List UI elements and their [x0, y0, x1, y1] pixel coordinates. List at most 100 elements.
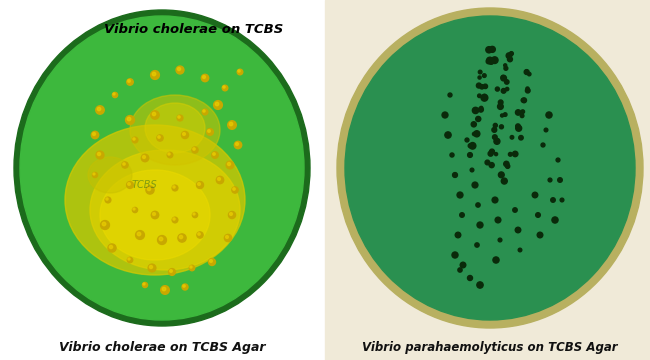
Ellipse shape — [198, 183, 200, 185]
Ellipse shape — [504, 161, 509, 167]
Ellipse shape — [203, 76, 205, 78]
Ellipse shape — [474, 131, 480, 137]
Ellipse shape — [493, 257, 499, 263]
Ellipse shape — [173, 218, 175, 220]
Ellipse shape — [237, 69, 243, 75]
Ellipse shape — [483, 94, 486, 98]
Ellipse shape — [125, 116, 135, 125]
Ellipse shape — [109, 246, 112, 249]
Ellipse shape — [226, 235, 228, 238]
Ellipse shape — [452, 252, 458, 258]
Ellipse shape — [500, 75, 506, 81]
Ellipse shape — [495, 153, 498, 156]
Ellipse shape — [151, 211, 159, 219]
Ellipse shape — [145, 103, 205, 153]
Text: Vibrio cholerae on TCBS Agar: Vibrio cholerae on TCBS Agar — [58, 342, 265, 355]
Ellipse shape — [203, 110, 205, 112]
Ellipse shape — [227, 121, 237, 129]
Ellipse shape — [515, 227, 521, 233]
Ellipse shape — [455, 232, 461, 238]
Ellipse shape — [132, 137, 138, 143]
Ellipse shape — [235, 143, 239, 145]
Ellipse shape — [106, 198, 108, 200]
Ellipse shape — [525, 88, 530, 93]
Ellipse shape — [176, 66, 184, 74]
Ellipse shape — [506, 53, 512, 58]
Ellipse shape — [473, 107, 478, 114]
Ellipse shape — [477, 222, 483, 228]
Ellipse shape — [96, 106, 104, 114]
Ellipse shape — [226, 161, 234, 169]
Ellipse shape — [232, 187, 238, 193]
Ellipse shape — [98, 152, 101, 156]
Ellipse shape — [130, 95, 220, 165]
Text: Vibrio parahaemolyticus on TCBS Agar: Vibrio parahaemolyticus on TCBS Agar — [362, 342, 618, 355]
Ellipse shape — [133, 207, 138, 213]
Ellipse shape — [478, 70, 482, 74]
Ellipse shape — [337, 8, 643, 328]
Ellipse shape — [233, 188, 235, 190]
Ellipse shape — [519, 135, 523, 140]
Ellipse shape — [112, 93, 118, 98]
Ellipse shape — [504, 64, 507, 67]
Ellipse shape — [170, 270, 172, 273]
Ellipse shape — [227, 162, 231, 166]
Ellipse shape — [213, 153, 215, 155]
Ellipse shape — [467, 153, 473, 157]
Ellipse shape — [478, 76, 481, 79]
Ellipse shape — [536, 213, 540, 217]
Ellipse shape — [223, 86, 225, 88]
Ellipse shape — [468, 144, 473, 148]
Ellipse shape — [491, 57, 498, 63]
Ellipse shape — [501, 178, 507, 184]
Ellipse shape — [512, 151, 518, 157]
Ellipse shape — [520, 114, 524, 118]
Ellipse shape — [173, 186, 175, 188]
Ellipse shape — [495, 87, 499, 91]
Ellipse shape — [90, 150, 240, 270]
Ellipse shape — [475, 243, 479, 247]
Ellipse shape — [238, 70, 240, 72]
Ellipse shape — [182, 284, 188, 290]
Ellipse shape — [148, 187, 151, 191]
Ellipse shape — [92, 132, 96, 135]
Ellipse shape — [190, 266, 192, 268]
Ellipse shape — [489, 46, 495, 52]
Ellipse shape — [193, 148, 195, 150]
Ellipse shape — [476, 116, 481, 122]
Ellipse shape — [480, 106, 483, 109]
Ellipse shape — [20, 16, 304, 320]
Ellipse shape — [133, 138, 135, 140]
Ellipse shape — [212, 152, 218, 158]
Ellipse shape — [162, 287, 166, 291]
Ellipse shape — [159, 237, 162, 241]
Ellipse shape — [504, 80, 509, 84]
Ellipse shape — [489, 60, 493, 64]
Ellipse shape — [489, 149, 495, 154]
Ellipse shape — [222, 85, 227, 91]
Ellipse shape — [161, 286, 169, 294]
Ellipse shape — [214, 101, 222, 109]
Ellipse shape — [207, 129, 213, 135]
Ellipse shape — [499, 125, 504, 129]
Ellipse shape — [181, 131, 188, 139]
Ellipse shape — [152, 72, 156, 76]
Ellipse shape — [172, 185, 178, 191]
Ellipse shape — [137, 232, 141, 236]
Ellipse shape — [128, 258, 130, 260]
Ellipse shape — [127, 183, 131, 185]
Ellipse shape — [513, 208, 517, 212]
Ellipse shape — [493, 123, 497, 127]
Ellipse shape — [193, 213, 195, 215]
Ellipse shape — [146, 186, 154, 194]
Ellipse shape — [113, 93, 115, 95]
Ellipse shape — [96, 151, 104, 159]
Ellipse shape — [224, 234, 231, 242]
Ellipse shape — [136, 231, 144, 239]
Ellipse shape — [101, 221, 109, 229]
Ellipse shape — [524, 69, 529, 75]
Ellipse shape — [470, 168, 474, 172]
Ellipse shape — [197, 232, 203, 238]
Ellipse shape — [501, 89, 506, 93]
Ellipse shape — [88, 157, 132, 193]
